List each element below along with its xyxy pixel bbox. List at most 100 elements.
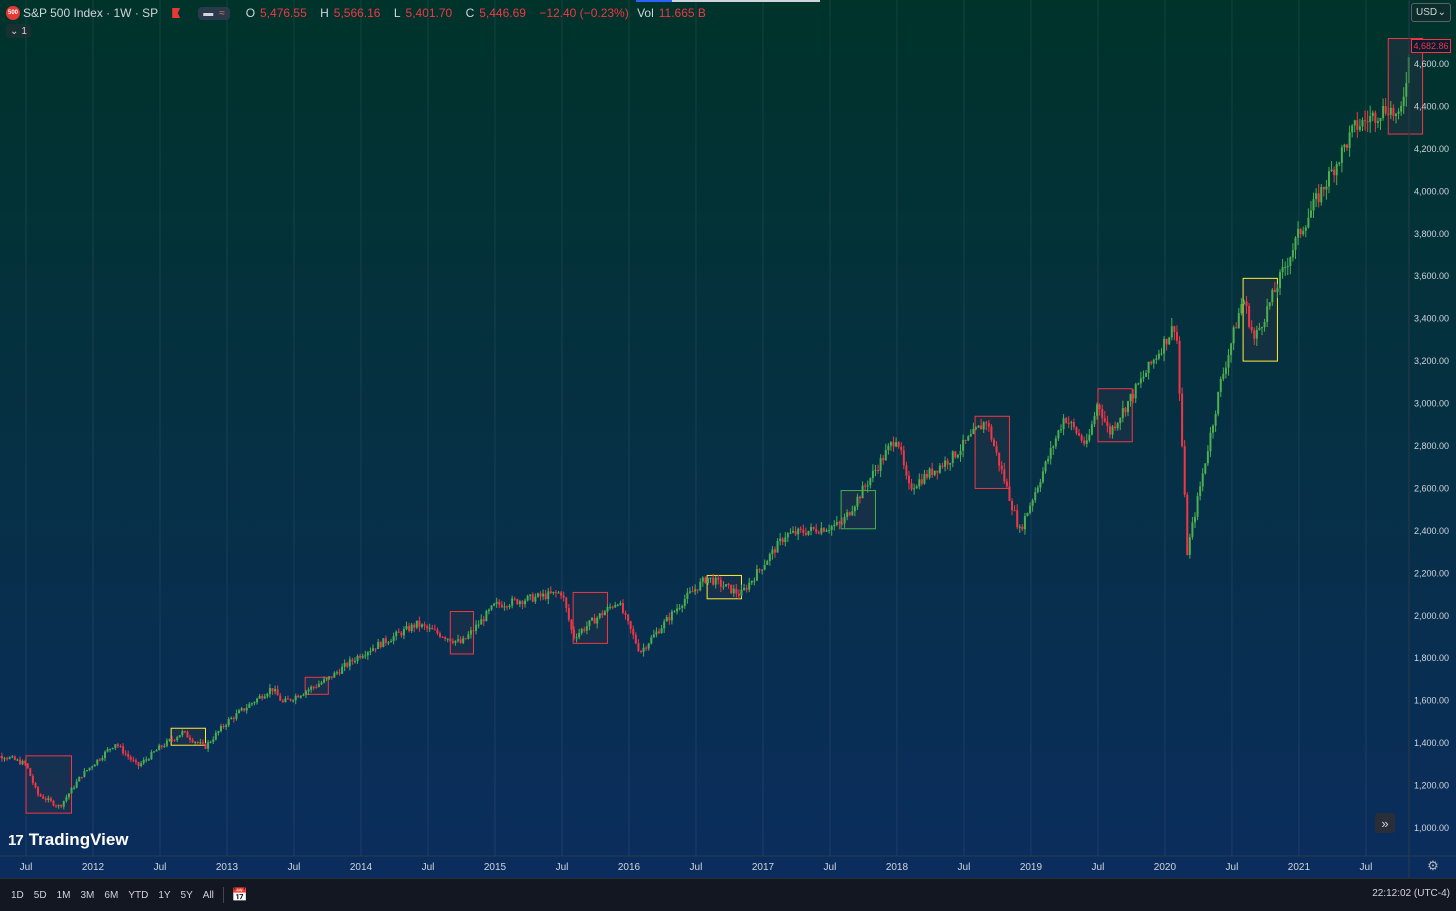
- candle-body: [1117, 423, 1119, 428]
- candle-body: [1282, 267, 1284, 272]
- time-tick-label: 2014: [350, 862, 373, 873]
- candle-body: [233, 718, 235, 719]
- settings-icon[interactable]: ⚙: [1426, 859, 1440, 873]
- candle-body: [650, 637, 652, 643]
- time-tick-label: Jul: [422, 862, 435, 873]
- candle-body: [903, 450, 905, 465]
- candle-body: [609, 607, 611, 608]
- candle-body: [789, 533, 791, 534]
- candle-body: [1168, 338, 1170, 345]
- candle-body: [524, 601, 526, 604]
- price-tick-label: 1,400.00: [1414, 738, 1449, 748]
- candle-body: [547, 591, 549, 599]
- range-button-ytd[interactable]: YTD: [123, 890, 153, 901]
- clock[interactable]: 22:12:02 (UTC-4): [1372, 888, 1450, 899]
- tradingview-logo[interactable]: 17 TradingView: [8, 830, 129, 850]
- candle-body: [844, 517, 846, 523]
- candle-body: [1359, 126, 1361, 129]
- candle-body: [148, 759, 150, 760]
- candle-body: [9, 757, 11, 759]
- candle-body: [176, 737, 178, 740]
- candle-body: [905, 465, 907, 475]
- candle-body: [1354, 120, 1356, 125]
- candle-body: [952, 451, 954, 463]
- candle-body: [1313, 199, 1315, 210]
- candle-body: [929, 469, 931, 478]
- candle-body: [1024, 516, 1026, 529]
- double-chevron-right-icon: »: [1381, 816, 1388, 831]
- candle-body: [349, 660, 351, 667]
- candle-body: [655, 631, 657, 634]
- range-button-all[interactable]: All: [198, 890, 219, 901]
- candle-body: [717, 578, 719, 580]
- candle-body: [856, 497, 858, 507]
- candle-body: [1240, 304, 1242, 313]
- candle-body: [1088, 435, 1090, 441]
- indicator-toggle[interactable]: ▬ ≈: [198, 7, 230, 20]
- candle-body: [362, 656, 364, 658]
- range-button-1m[interactable]: 1M: [52, 890, 76, 901]
- range-button-5y[interactable]: 5Y: [176, 890, 198, 901]
- candle-body: [797, 529, 799, 535]
- candle-body: [1227, 355, 1229, 368]
- scroll-to-realtime-button[interactable]: »: [1375, 813, 1395, 833]
- candle-body: [1271, 290, 1273, 302]
- candle-body: [447, 639, 449, 640]
- currency-selector[interactable]: USD ⌄: [1411, 3, 1451, 22]
- candle-body: [130, 757, 132, 760]
- candle-body: [34, 783, 36, 787]
- candle-body: [818, 532, 820, 533]
- candle-body: [1403, 97, 1405, 106]
- candle-body: [333, 673, 335, 678]
- candle-body: [702, 578, 704, 582]
- open-value: 5,476.55: [260, 6, 307, 20]
- range-button-6m[interactable]: 6M: [99, 890, 123, 901]
- candle-body: [601, 613, 603, 615]
- flag-icon[interactable]: [172, 8, 180, 18]
- candle-body: [511, 599, 513, 606]
- collapse-legend-button[interactable]: ⌄ 1: [6, 24, 31, 38]
- price-tick-label: 4,000.00: [1414, 186, 1449, 196]
- candle-body: [297, 696, 299, 698]
- candle-body: [1186, 495, 1188, 555]
- candle-body: [1081, 435, 1083, 440]
- candle-body: [934, 471, 936, 475]
- candle-body: [501, 605, 503, 608]
- candle-body: [1253, 330, 1255, 338]
- symbol-title[interactable]: S&P 500 Index · 1W · SP: [23, 6, 158, 20]
- candle-body: [996, 446, 998, 452]
- candle-body: [1135, 384, 1137, 398]
- candle-body: [877, 470, 879, 471]
- candle-body: [1016, 510, 1018, 527]
- candle-body: [1029, 506, 1031, 513]
- candle-body: [1099, 405, 1101, 409]
- range-button-3m[interactable]: 3M: [76, 890, 100, 901]
- range-button-5d[interactable]: 5D: [29, 890, 52, 901]
- candle-body: [787, 533, 789, 537]
- candle-body: [1333, 170, 1335, 176]
- range-button-1d[interactable]: 1D: [6, 890, 29, 901]
- candle-body: [11, 756, 13, 757]
- range-button-1y[interactable]: 1Y: [153, 890, 175, 901]
- candle-body: [738, 594, 740, 596]
- time-tick-label: 2021: [1288, 862, 1311, 873]
- candle-body: [403, 629, 405, 635]
- candle-body: [851, 511, 853, 515]
- annotation-box-green[interactable]: [841, 491, 875, 529]
- candle-body: [604, 611, 606, 615]
- candle-body: [367, 652, 369, 655]
- candle-body: [32, 776, 34, 783]
- candle-body: [65, 797, 67, 801]
- candle-body: [76, 781, 78, 787]
- candle-body: [1112, 426, 1114, 434]
- candle-body: [1073, 422, 1075, 427]
- candle-body: [269, 688, 271, 694]
- candle-body: [1158, 354, 1160, 359]
- candle-body: [125, 753, 127, 754]
- candle-body: [862, 486, 864, 499]
- calendar-icon[interactable]: 📅: [232, 887, 248, 903]
- candle-body: [426, 626, 428, 628]
- candle-body: [782, 539, 784, 542]
